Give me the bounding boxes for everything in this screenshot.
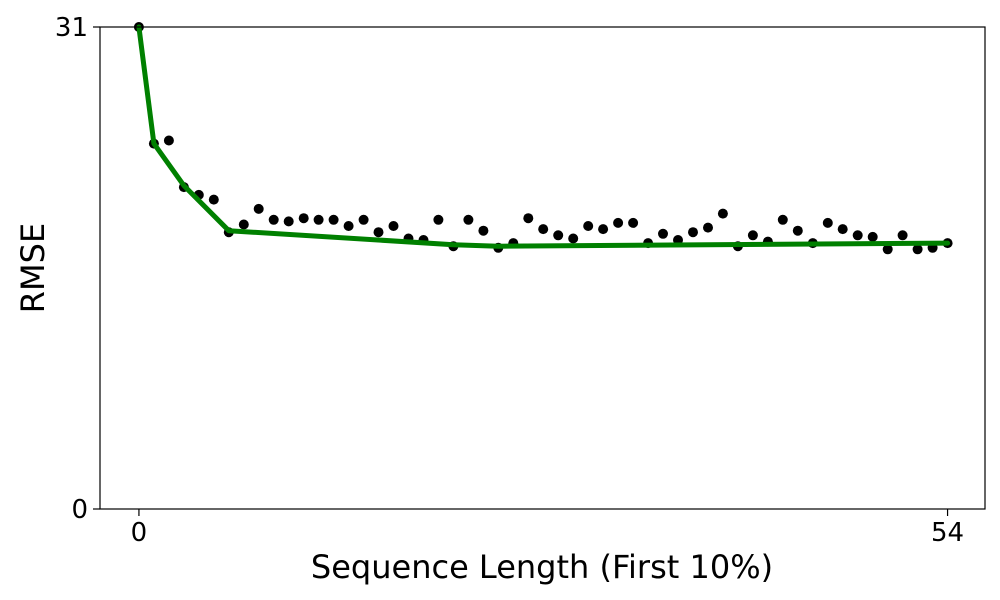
data-point xyxy=(867,231,878,242)
x-tick-label: 54 xyxy=(931,518,964,548)
data-point xyxy=(208,194,219,205)
data-point xyxy=(463,214,474,225)
data-point xyxy=(912,244,923,255)
plot-frame xyxy=(99,26,986,510)
fit-line xyxy=(136,24,951,249)
data-point xyxy=(882,244,893,255)
data-point xyxy=(553,230,564,241)
data-point xyxy=(747,230,758,241)
data-point xyxy=(598,224,609,235)
x-axis-label: Sequence Length (First 10%) xyxy=(311,548,773,586)
y-tick-label: 31 xyxy=(55,13,88,43)
data-point xyxy=(478,225,489,236)
data-point xyxy=(358,214,369,225)
y-axis-label: RMSE xyxy=(14,223,52,313)
data-point xyxy=(328,214,339,225)
data-point xyxy=(852,230,863,241)
data-point xyxy=(897,230,908,241)
axis-ticks: 0 54 0 31 xyxy=(55,13,964,548)
x-tick-label: 0 xyxy=(131,518,148,548)
data-point xyxy=(313,214,324,225)
data-point xyxy=(538,224,549,235)
data-point xyxy=(777,214,788,225)
data-point xyxy=(628,217,639,228)
data-point xyxy=(688,227,698,238)
data-point xyxy=(388,221,399,231)
y-tick-label: 0 xyxy=(71,495,88,525)
data-point xyxy=(792,225,803,236)
data-point xyxy=(822,217,833,228)
plot-marks xyxy=(133,22,953,255)
data-point xyxy=(298,213,309,224)
data-point xyxy=(837,224,848,235)
data-point xyxy=(253,203,264,214)
data-point xyxy=(703,222,713,233)
data-point xyxy=(238,219,249,230)
data-point xyxy=(373,227,384,238)
data-point xyxy=(583,221,594,231)
data-point xyxy=(568,233,579,244)
data-point xyxy=(613,217,624,228)
data-point xyxy=(433,214,444,225)
data-point xyxy=(658,228,668,239)
data-point xyxy=(163,135,174,146)
data-point xyxy=(343,221,354,231)
data-point xyxy=(283,216,294,227)
data-point xyxy=(523,213,534,224)
data-point xyxy=(717,208,728,219)
data-point xyxy=(268,214,279,225)
